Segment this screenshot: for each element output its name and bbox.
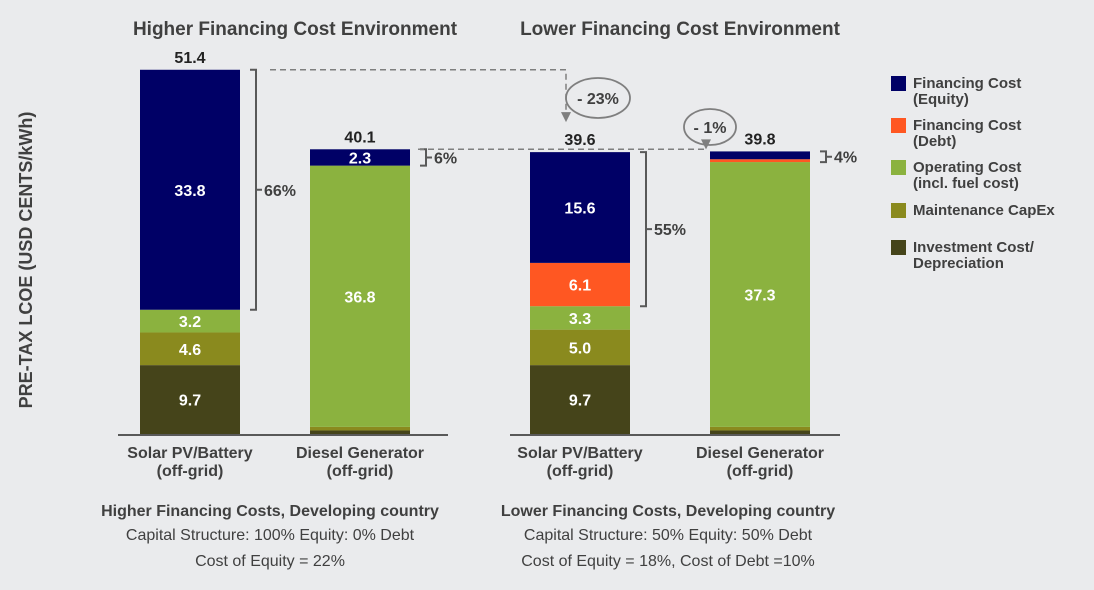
legend-label: Investment Cost/ bbox=[913, 239, 1035, 256]
category-label: Diesel Generator bbox=[696, 445, 824, 462]
bar-total-label: 51.4 bbox=[174, 50, 205, 67]
legend-label: Financing Cost bbox=[913, 117, 1021, 134]
category-label: Solar PV/Battery bbox=[127, 445, 252, 462]
segment-value-label: 3.3 bbox=[569, 311, 591, 328]
category-label: Diesel Generator bbox=[296, 445, 424, 462]
segment-value-label: 6.1 bbox=[569, 278, 591, 295]
segment-value-label: 2.3 bbox=[349, 150, 371, 167]
bar-segment-equity bbox=[310, 149, 410, 166]
bar-segment-equity bbox=[140, 69, 240, 310]
bar-segment-maintenance bbox=[140, 332, 240, 366]
financing-bracket bbox=[420, 148, 432, 167]
legend-swatch-equity bbox=[891, 76, 906, 91]
bar-segment-investment bbox=[530, 365, 630, 434]
legend-swatch-investment bbox=[891, 240, 906, 255]
category-label: (off-grid) bbox=[157, 463, 224, 480]
legend-label: (incl. fuel cost) bbox=[913, 175, 1019, 192]
legend-swatch-operating bbox=[891, 160, 906, 175]
segment-value-label: 15.6 bbox=[564, 201, 595, 218]
legend-label: (Debt) bbox=[913, 133, 956, 150]
bar-segment-operating bbox=[140, 309, 240, 333]
financing-share-label: 4% bbox=[834, 150, 857, 167]
change-badge-label: - 1% bbox=[694, 120, 727, 137]
bar-total-label: 39.8 bbox=[744, 131, 775, 148]
scenario-heading: Lower Financing Costs, Developing countr… bbox=[501, 503, 835, 520]
segment-value-label: 5.0 bbox=[569, 340, 591, 357]
comparison-arrow-line bbox=[418, 143, 707, 151]
bar-total-label: 39.6 bbox=[564, 132, 595, 149]
bar-segment-operating bbox=[310, 165, 410, 427]
scenario-note: Cost of Equity = 18%, Cost of Debt =10% bbox=[521, 553, 815, 570]
legend-label: Depreciation bbox=[913, 255, 1004, 272]
legend-label: (Equity) bbox=[913, 91, 969, 108]
segment-value-label: 9.7 bbox=[569, 393, 591, 410]
panel-title: Higher Financing Cost Environment bbox=[133, 19, 458, 40]
scenario-note: Capital Structure: 100% Equity: 0% Debt bbox=[126, 527, 415, 544]
change-badge-outline bbox=[683, 108, 737, 146]
legend-label: Financing Cost bbox=[913, 75, 1021, 92]
change-badge-outline bbox=[565, 77, 631, 119]
financing-share-label: 55% bbox=[654, 222, 686, 239]
bar-total-label: 40.1 bbox=[344, 129, 375, 146]
bar-segment-debt bbox=[710, 159, 810, 163]
bar-segment-maintenance bbox=[310, 426, 410, 431]
financing-bracket bbox=[250, 68, 262, 311]
bar-segment-investment bbox=[710, 430, 810, 434]
bar-segment-maintenance bbox=[530, 329, 630, 366]
bar-segment-equity bbox=[710, 151, 810, 160]
legend-swatch-maintenance bbox=[891, 203, 906, 218]
financing-share-label: 66% bbox=[264, 183, 296, 200]
comparison-arrow-line bbox=[270, 69, 567, 123]
bar-segment-investment bbox=[310, 430, 410, 434]
bar-segment-operating bbox=[710, 162, 810, 427]
financing-bracket bbox=[820, 150, 832, 164]
arrow-head-icon bbox=[561, 112, 571, 123]
change-badge-label: - 23% bbox=[577, 91, 619, 108]
segment-value-label: 4.6 bbox=[179, 342, 201, 359]
segment-value-label: 33.8 bbox=[174, 183, 205, 200]
category-label: (off-grid) bbox=[727, 463, 794, 480]
panel-title: Lower Financing Cost Environment bbox=[520, 19, 841, 40]
bar-segment-investment bbox=[140, 365, 240, 434]
financing-bracket bbox=[640, 151, 652, 308]
scenario-note: Cost of Equity = 22% bbox=[195, 553, 345, 570]
bar-segment-maintenance bbox=[710, 426, 810, 431]
bar-segment-equity bbox=[530, 152, 630, 263]
financing-share-label: 6% bbox=[434, 150, 457, 167]
segment-value-label: 9.7 bbox=[179, 393, 201, 410]
category-label: (off-grid) bbox=[547, 463, 614, 480]
legend-swatch-debt bbox=[891, 118, 906, 133]
category-label: (off-grid) bbox=[327, 463, 394, 480]
legend-label: Maintenance CapEx bbox=[913, 202, 1055, 219]
category-label: Solar PV/Battery bbox=[517, 445, 642, 462]
segment-value-label: 3.2 bbox=[179, 314, 201, 331]
legend-label: Operating Cost bbox=[913, 159, 1021, 176]
y-axis-label: PRE-TAX LCOE (USD CENTS/kWh) bbox=[16, 112, 36, 409]
bar-segment-operating bbox=[530, 306, 630, 330]
segment-value-label: 37.3 bbox=[744, 287, 775, 304]
segment-value-label: 36.8 bbox=[344, 289, 375, 306]
scenario-note: Capital Structure: 50% Equity: 50% Debt bbox=[524, 527, 813, 544]
scenario-heading: Higher Financing Costs, Developing count… bbox=[101, 503, 439, 520]
bar-segment-debt bbox=[530, 262, 630, 307]
